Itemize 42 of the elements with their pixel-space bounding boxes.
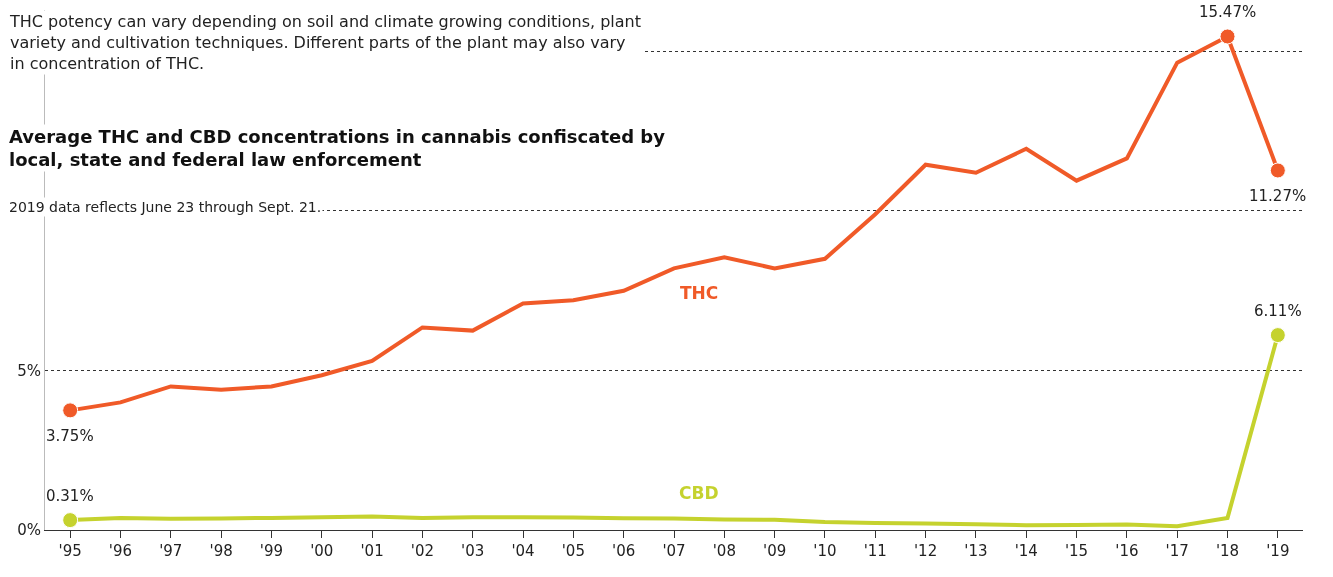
series-label: THC xyxy=(680,283,719,303)
x-tick-label: '17 xyxy=(1165,542,1189,560)
x-tick-label: '03 xyxy=(461,542,485,560)
x-tick-label: '07 xyxy=(662,542,686,560)
x-tick-label: '97 xyxy=(159,542,183,560)
x-tick-label: '05 xyxy=(561,542,585,560)
x-tick-label: '01 xyxy=(360,542,384,560)
point xyxy=(1269,327,1286,344)
x-tick-label: '19 xyxy=(1266,542,1290,560)
x-tick-label: '09 xyxy=(763,542,787,560)
x-tick-label: '14 xyxy=(1014,542,1038,560)
data-label: 0.31% xyxy=(46,487,94,505)
x-tick-label: '02 xyxy=(410,542,435,560)
x-tick-label: '10 xyxy=(813,542,837,560)
series-label: CBD xyxy=(679,483,719,503)
point xyxy=(62,512,79,529)
x-tick-label: '15 xyxy=(1064,542,1089,560)
data-label: 11.27% xyxy=(1249,187,1307,205)
x-tick-label: '16 xyxy=(1115,542,1139,560)
y-tick-label: 5% xyxy=(17,361,41,380)
point xyxy=(1219,28,1236,45)
x-tick-label: '99 xyxy=(259,542,284,560)
text: Average THC and CBD concentrations in cannabis confiscated by local, state and federal law enforcement xyxy=(9,126,666,171)
x-tick-label: '08 xyxy=(712,542,736,560)
x-tick-label: '96 xyxy=(108,542,133,560)
x-tick-label: '11 xyxy=(863,542,887,560)
x-tick-label: '95 xyxy=(58,542,82,560)
x-tick-label: '98 xyxy=(209,542,233,560)
point xyxy=(1269,162,1286,179)
x-tick-label: '12 xyxy=(913,542,938,560)
data-label: 6.11% xyxy=(1254,302,1302,320)
x-tick-label: '06 xyxy=(612,542,636,560)
data-label: 15.47% xyxy=(1199,3,1257,21)
x-tick-label: '04 xyxy=(511,542,535,560)
point xyxy=(62,402,79,419)
text: 2019 data reflects June 23 through Sept. 21. xyxy=(9,199,322,215)
annotation: THC potency can vary depending on soil and climate growing conditions, plant variety and cultivation techniques. Different parts of the plant may also vary in concentration of THC. xyxy=(9,12,641,73)
x-tick-label: '13 xyxy=(964,542,988,560)
y-tick-label: 0% xyxy=(17,521,41,540)
data-label: 3.75% xyxy=(46,427,94,445)
x-tick-label: '18 xyxy=(1215,542,1240,560)
x-tick-label: '00 xyxy=(310,542,334,560)
